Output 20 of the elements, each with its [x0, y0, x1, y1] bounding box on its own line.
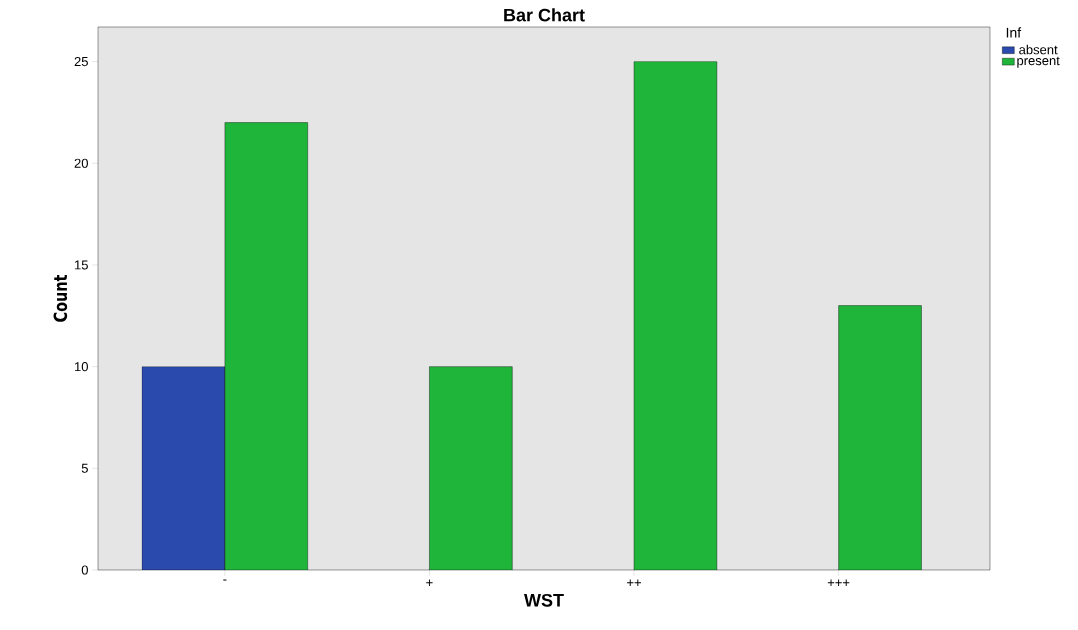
bar	[429, 366, 513, 570]
x-tick-label: +++	[827, 579, 850, 586]
y-tick-label: 25	[74, 56, 88, 67]
legend-title: Inf	[1006, 27, 1022, 38]
y-tick-label: 20	[74, 158, 88, 168]
y-tick-label: 15	[75, 260, 88, 270]
chart-title: Bar Chart	[504, 8, 585, 22]
bar	[838, 305, 922, 570]
y-tick-label: 0	[81, 565, 88, 575]
x-tick-label: ++	[627, 579, 641, 586]
x-tick-label: +	[426, 579, 433, 586]
x-tick-label: -	[223, 579, 227, 581]
bar	[224, 122, 308, 570]
legend-label: absent	[1019, 44, 1058, 55]
x-axis-title: WST	[524, 593, 564, 607]
y-tick-label: 10	[75, 362, 88, 372]
y-axis-title: Count	[53, 274, 68, 322]
legend-label: present	[1017, 56, 1060, 68]
bar	[633, 61, 718, 570]
y-tick-label: 5	[81, 463, 88, 473]
